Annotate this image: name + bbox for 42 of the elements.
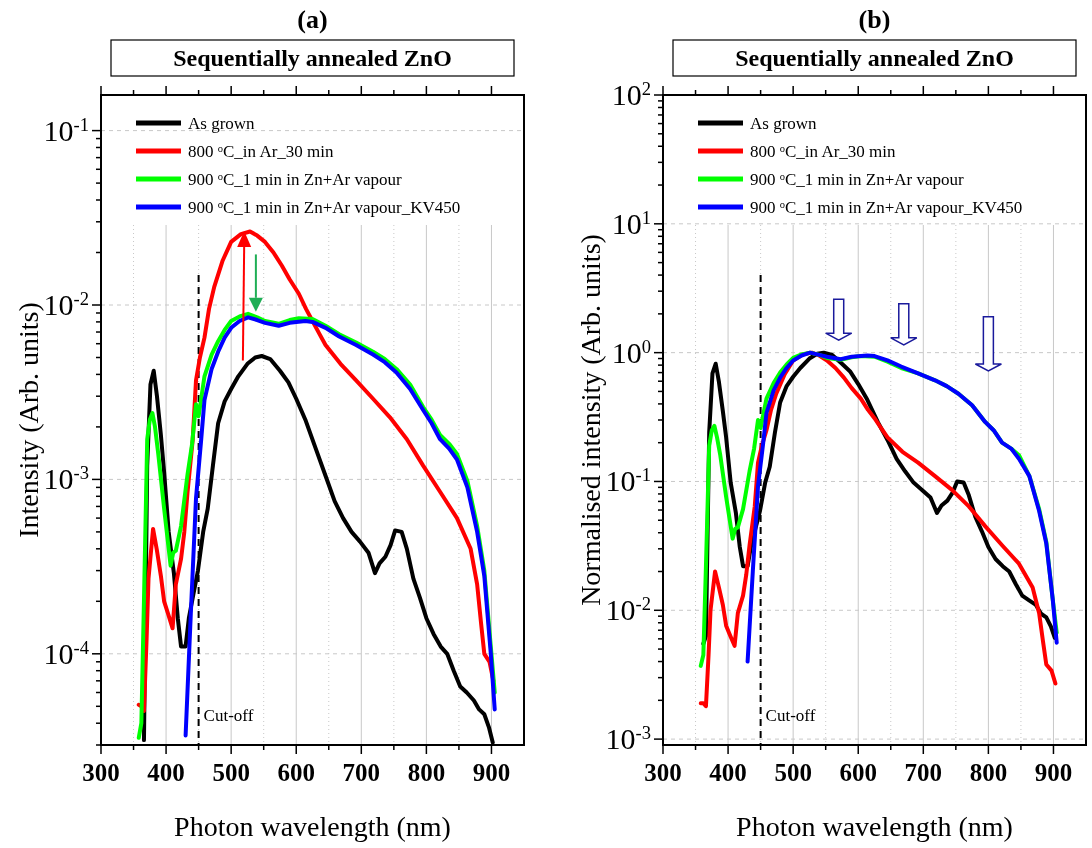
x-tick-label: 900 xyxy=(1034,759,1073,786)
y-axis-title: Normalised intensity (Arb. units) xyxy=(575,234,606,606)
chart-title: (b) xyxy=(858,5,891,34)
y-tick-label: 10$^{-1}$ xyxy=(43,113,89,147)
y-tick-label: 10$^{1}$ xyxy=(611,206,651,240)
chart-title: (a) xyxy=(297,5,328,34)
y-tick-label: 10$^{-4}$ xyxy=(43,636,89,670)
chart-subtitle: Sequentially annealed ZnO xyxy=(173,45,452,71)
x-tick-label: 300 xyxy=(644,759,682,786)
x-axis-title: Photon wavelength (nm) xyxy=(736,811,1013,842)
y-tick-label: 10$^{2}$ xyxy=(611,77,651,111)
legend-label: 900 $^{o}$C_1 min in Zn+Ar vapour_KV450 xyxy=(188,198,461,217)
y-tick-label: 10$^{-3}$ xyxy=(605,721,651,756)
y-tick-label: 10$^{-3}$ xyxy=(43,461,89,496)
y-tick-label: 10$^{-1}$ xyxy=(605,463,651,498)
y-tick-label: 10$^{-2}$ xyxy=(605,592,651,627)
x-tick-label: 500 xyxy=(774,759,812,786)
x-tick-label: 500 xyxy=(212,759,250,786)
legend-label: 800 $^{o}$C_in Ar_30 min xyxy=(188,142,335,161)
legend-label: 900 $^{o}$C_1 min in Zn+Ar vapour xyxy=(188,170,402,189)
ref-line-label: Cut-off xyxy=(765,706,816,725)
x-tick-label: 600 xyxy=(839,759,877,786)
x-tick-label: 800 xyxy=(969,759,1008,786)
legend-label: As grown xyxy=(188,114,256,133)
y-tick-label: 10$^{-2}$ xyxy=(43,287,89,321)
x-tick-label: 900 xyxy=(472,759,511,786)
x-tick-label: 400 xyxy=(147,759,185,786)
x-tick-label: 700 xyxy=(904,759,943,786)
x-tick-label: 400 xyxy=(709,759,747,786)
x-tick-label: 300 xyxy=(82,759,120,786)
ref-line-label: Cut-off xyxy=(203,706,254,725)
legend-label: 900 $^{o}$C_1 min in Zn+Ar vapour xyxy=(750,170,964,189)
x-axis-title: Photon wavelength (nm) xyxy=(174,811,451,842)
y-tick-label: 10$^{0}$ xyxy=(611,335,651,369)
chart-subtitle: Sequentially annealed ZnO xyxy=(735,45,1014,71)
x-tick-label: 700 xyxy=(342,759,381,786)
x-tick-label: 600 xyxy=(277,759,315,786)
y-axis-title: Intensity (Arb. units) xyxy=(13,302,44,538)
x-tick-label: 800 xyxy=(407,759,446,786)
legend-label: As grown xyxy=(750,114,818,133)
legend-label: 800 $^{o}$C_in Ar_30 min xyxy=(750,142,897,161)
legend-label: 900 $^{o}$C_1 min in Zn+Ar vapour_KV450 xyxy=(750,198,1023,217)
